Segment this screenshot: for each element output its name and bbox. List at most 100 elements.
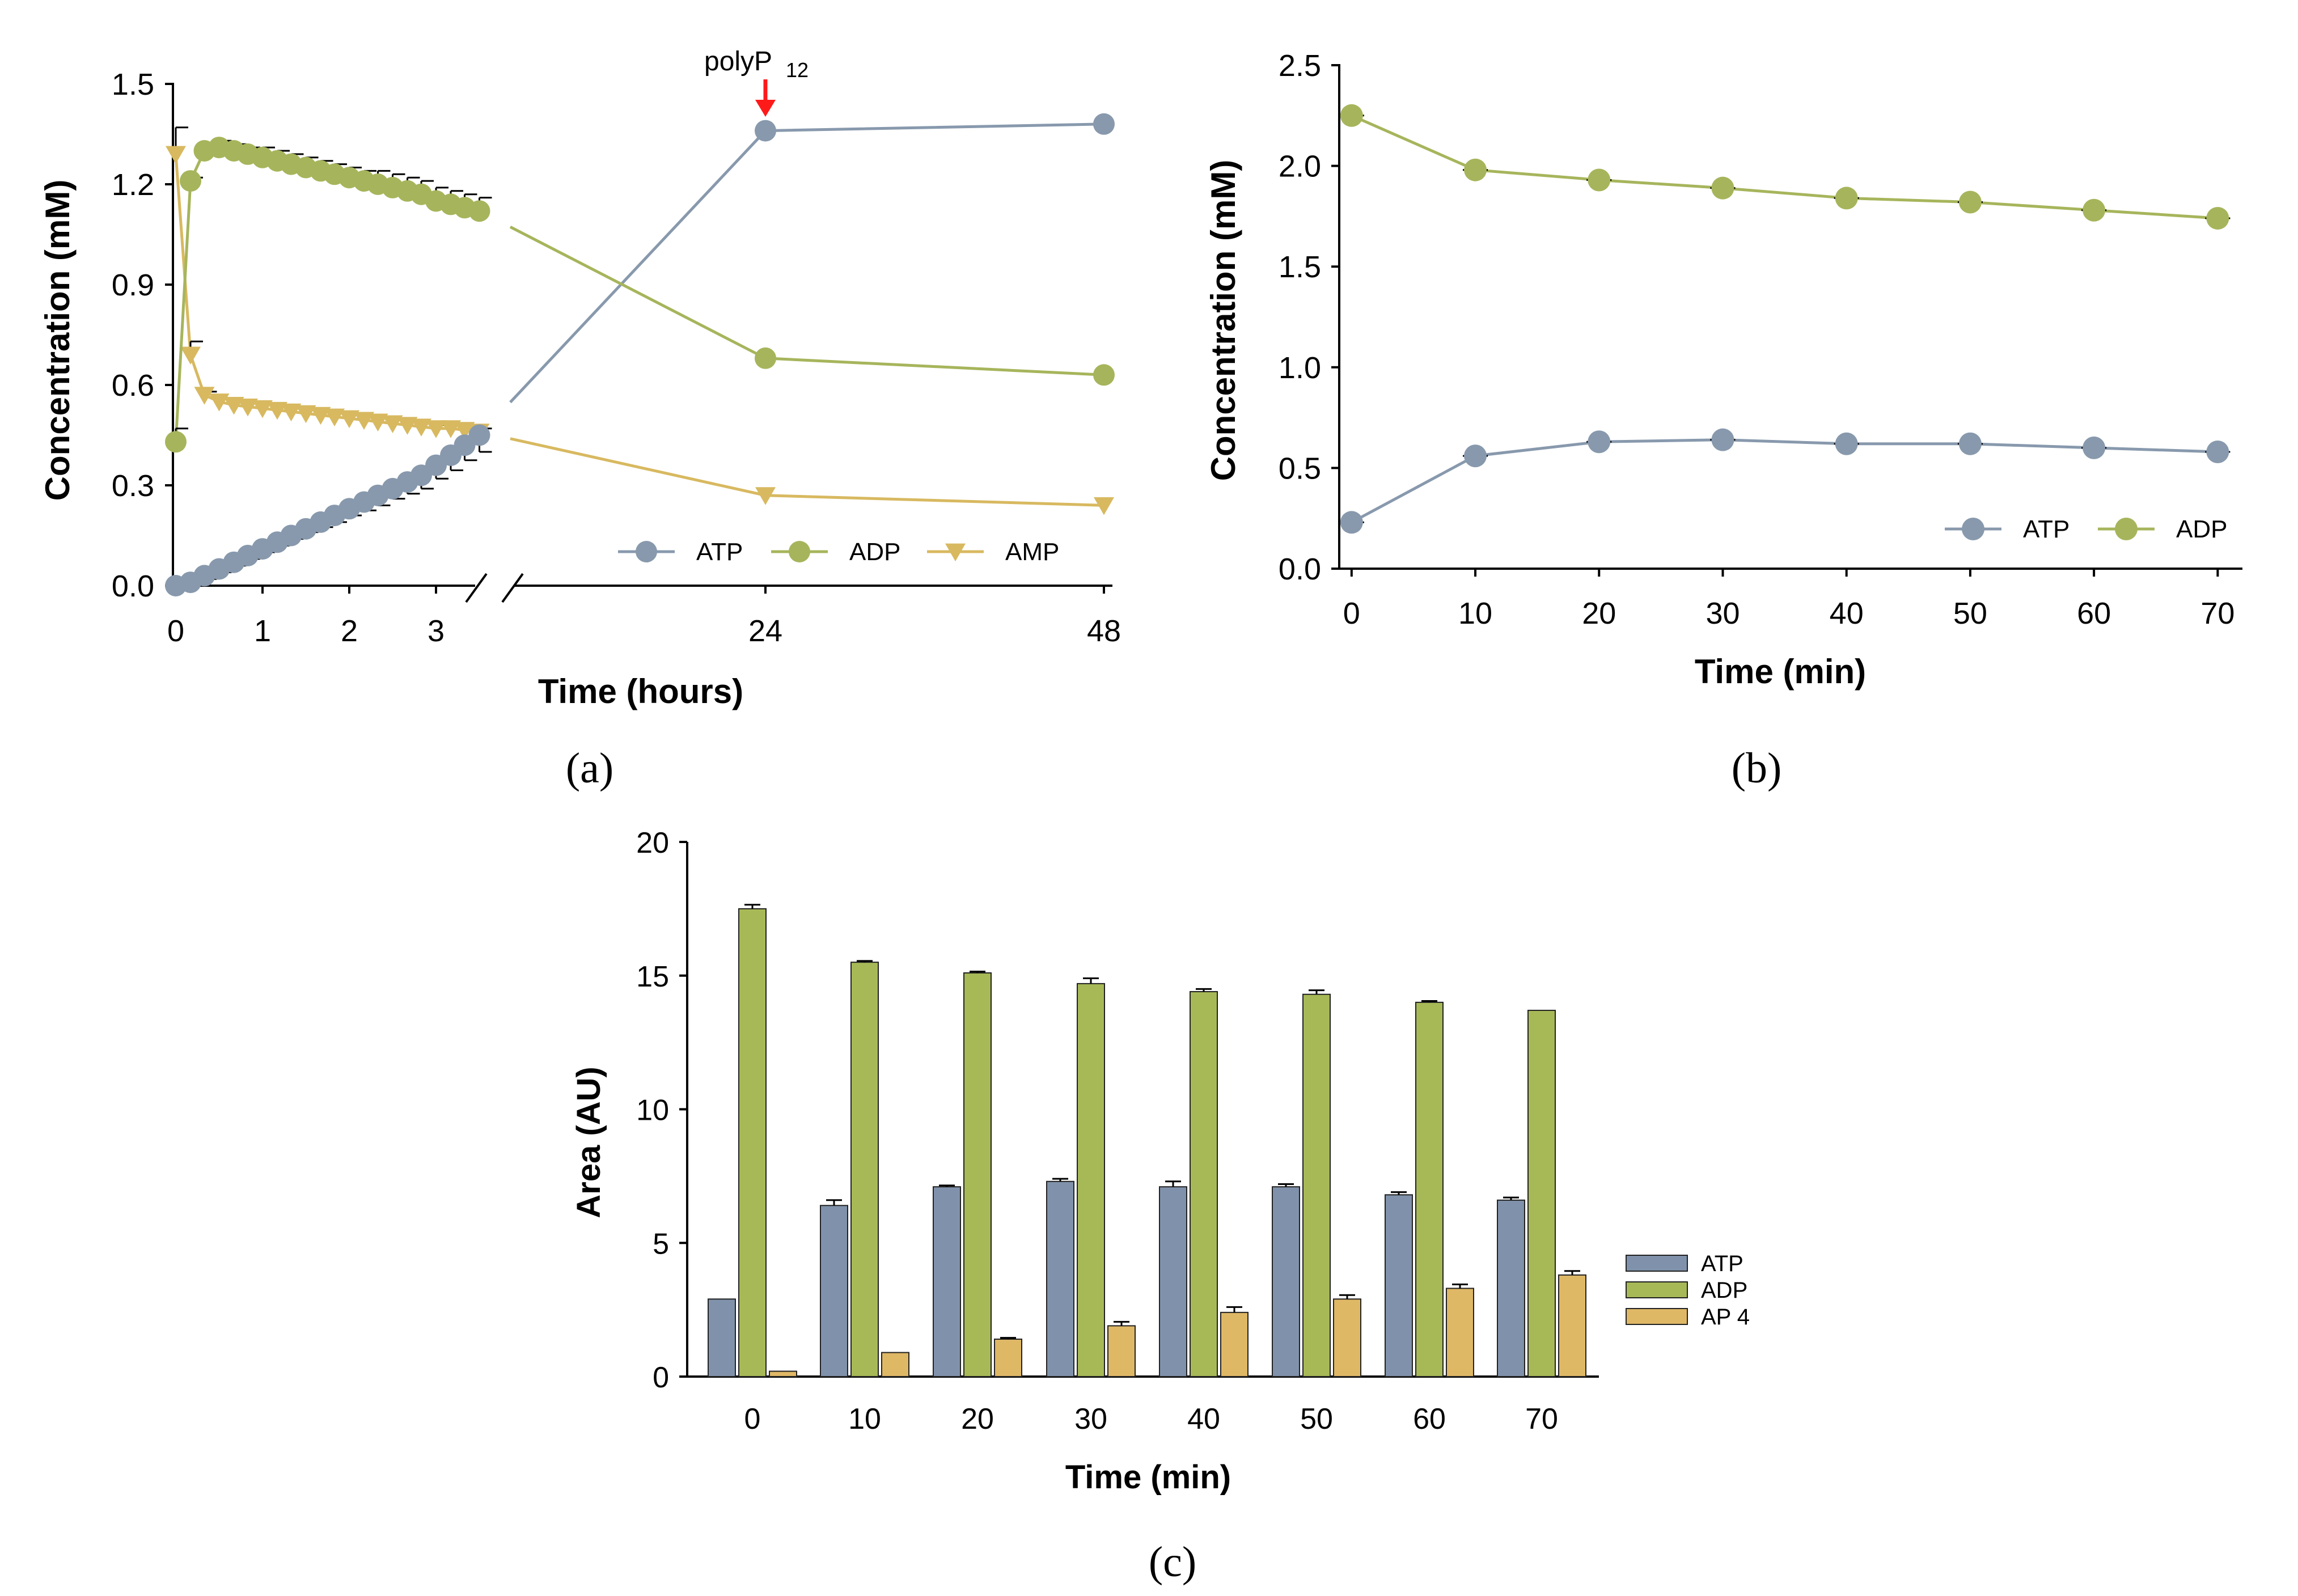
panel-b-point-adp — [1464, 158, 1487, 181]
panel-a-xtick-label: 48 — [1087, 614, 1121, 648]
panel-a-legend-label: ATP — [696, 538, 743, 566]
panel-c-ytick-label: 5 — [653, 1227, 669, 1260]
panel-a-point-amp — [267, 401, 288, 420]
panel-c-bar-ap4 — [1220, 1311, 1249, 1378]
panel-c-bar-ap4 — [1107, 1325, 1136, 1378]
panel-b-legend-marker — [2115, 518, 2138, 540]
panel-a-point-amp — [237, 398, 258, 417]
panel-b-point-atp — [1835, 432, 1858, 455]
panel-c-bar-ap4 — [1333, 1298, 1361, 1377]
panel-c-bar-atp — [933, 1186, 961, 1378]
panel-a-series-line-right-adp — [509, 226, 1104, 376]
panel-b-point-atp — [1588, 430, 1611, 454]
panel-b-point-adp — [1588, 168, 1611, 192]
panel-c-xtick-label: 30 — [1074, 1403, 1107, 1436]
panel-b-ytick-label: 0.0 — [1279, 552, 1321, 586]
panel-c-xtick-label: 20 — [961, 1403, 994, 1436]
panel-a-axis-break — [465, 573, 488, 603]
panel-b-xtick-label: 40 — [1830, 596, 1864, 630]
panel-c-label: (c) — [1149, 1538, 1196, 1586]
panel-b-point-adp — [1340, 104, 1363, 127]
panel-c-xlabel: Time (min) — [1065, 1459, 1231, 1496]
panel-a-point-adp — [180, 170, 202, 192]
panel-a-ytick-label: 1.5 — [112, 67, 154, 101]
panel-a-point-amp — [397, 417, 418, 435]
panel-b-legend-label: ADP — [2176, 515, 2227, 543]
panel-c-bar-ap4 — [769, 1370, 797, 1378]
panel-a-point-amp — [1094, 497, 1114, 515]
panel-c-bar-atp — [1272, 1186, 1300, 1378]
panel-c-xtick-label: 40 — [1187, 1403, 1220, 1436]
panel-c-bar-atp — [820, 1205, 848, 1377]
panel-b-point-atp — [1711, 428, 1734, 451]
panel-a-label: (a) — [566, 744, 613, 792]
panel-a-annotation-subscript: 12 — [786, 58, 809, 82]
panel-c-legend-label: ADP — [1701, 1278, 1747, 1303]
panel-a-ytick-label: 0.0 — [112, 569, 154, 603]
panel-a-legend-marker — [945, 543, 966, 562]
panel-b-point-atp — [1464, 444, 1487, 468]
panel-c-ylabel: Area (AU) — [570, 1066, 607, 1218]
panel-a-point-amp — [252, 400, 273, 418]
panel-b-xtick-label: 50 — [1953, 596, 1987, 630]
panel-b-xlabel: Time (min) — [1695, 653, 1866, 691]
panel-c-bar-atp — [708, 1298, 736, 1377]
panel-a-ylabel: Concentration (mM) — [39, 180, 77, 501]
panel-a-xtick-label: 3 — [428, 614, 445, 648]
panel-a-point-adp — [755, 347, 776, 369]
panel-a-point-amp — [354, 412, 375, 430]
panel-a-point-amp — [194, 387, 215, 405]
panel-c-ytick-label: 0 — [653, 1361, 669, 1394]
panel-a-legend: ATP ADP AMP — [618, 538, 1059, 566]
panel-b-ytick-label: 0.5 — [1279, 451, 1321, 485]
panel-c-bar-adp — [738, 908, 767, 1377]
panel-c-xtick-label: 70 — [1525, 1403, 1558, 1436]
panel-c-bar-adp — [1077, 983, 1105, 1377]
panel-c-bar-adp — [850, 962, 879, 1378]
panel-a-legend-marker — [789, 541, 810, 562]
panel-a-annotation-arrowhead — [755, 100, 776, 117]
panel-b-xtick-label: 20 — [1582, 596, 1616, 630]
panel-b-point-adp — [1958, 190, 1982, 214]
panel-a-point-amp — [382, 415, 403, 433]
panel-c-bar-adp — [1190, 991, 1218, 1378]
panel-c-legend-swatch — [1626, 1308, 1688, 1325]
panel-c-xtick-label: 0 — [744, 1403, 761, 1436]
panel-a-point-amp — [180, 346, 201, 365]
panel-c-ytick-label: 10 — [636, 1094, 669, 1127]
panel-a-ytick-label: 0.3 — [112, 469, 154, 503]
panel-a-xlabel: Time (hours) — [538, 672, 743, 710]
panel-b-xtick-label: 0 — [1343, 596, 1360, 630]
panel-c-xtick-label: 50 — [1300, 1403, 1333, 1436]
panel-c-bar-ap4 — [1558, 1274, 1586, 1378]
panel-a-axis-break — [501, 573, 524, 603]
panel-c-bar-atp — [1497, 1199, 1525, 1378]
panel-c-legend-label: AP 4 — [1701, 1305, 1750, 1330]
panel-b-legend: ATP ADP — [1945, 515, 2227, 543]
panel-a-point-adp — [165, 431, 187, 453]
panel-a-point-amp — [281, 403, 302, 422]
panel-a-point-amp — [367, 413, 388, 431]
panel-c-legend-label: ATP — [1701, 1251, 1743, 1276]
panel-a-chart: Concentration (mM) Time (hours) (a) ATP A… — [39, 46, 1121, 792]
panel-a-point-amp — [209, 393, 230, 412]
panel-a-legend-label: ADP — [849, 538, 900, 566]
panel-a-point-amp — [755, 487, 776, 505]
panel-b-legend-marker — [1962, 518, 1984, 540]
panel-a-ytick-label: 0.6 — [112, 369, 154, 403]
panel-c-ytick-label: 15 — [636, 960, 669, 993]
panel-a-legend-marker — [636, 541, 657, 562]
panel-b-point-atp — [2083, 436, 2106, 459]
panel-c-bar-ap4 — [881, 1352, 909, 1377]
panel-b-legend-label: ATP — [2023, 515, 2070, 543]
panel-a-point-amp — [441, 420, 462, 438]
panel-a-point-adp — [468, 200, 490, 222]
panel-b-xtick-label: 70 — [2200, 596, 2234, 630]
panel-b-point-atp — [1340, 511, 1363, 534]
panel-a-point-amp — [295, 405, 316, 424]
panel-b-ytick-label: 2.5 — [1279, 49, 1321, 83]
panel-b-point-adp — [2083, 198, 2106, 222]
panel-c-bar-adp — [963, 972, 992, 1378]
